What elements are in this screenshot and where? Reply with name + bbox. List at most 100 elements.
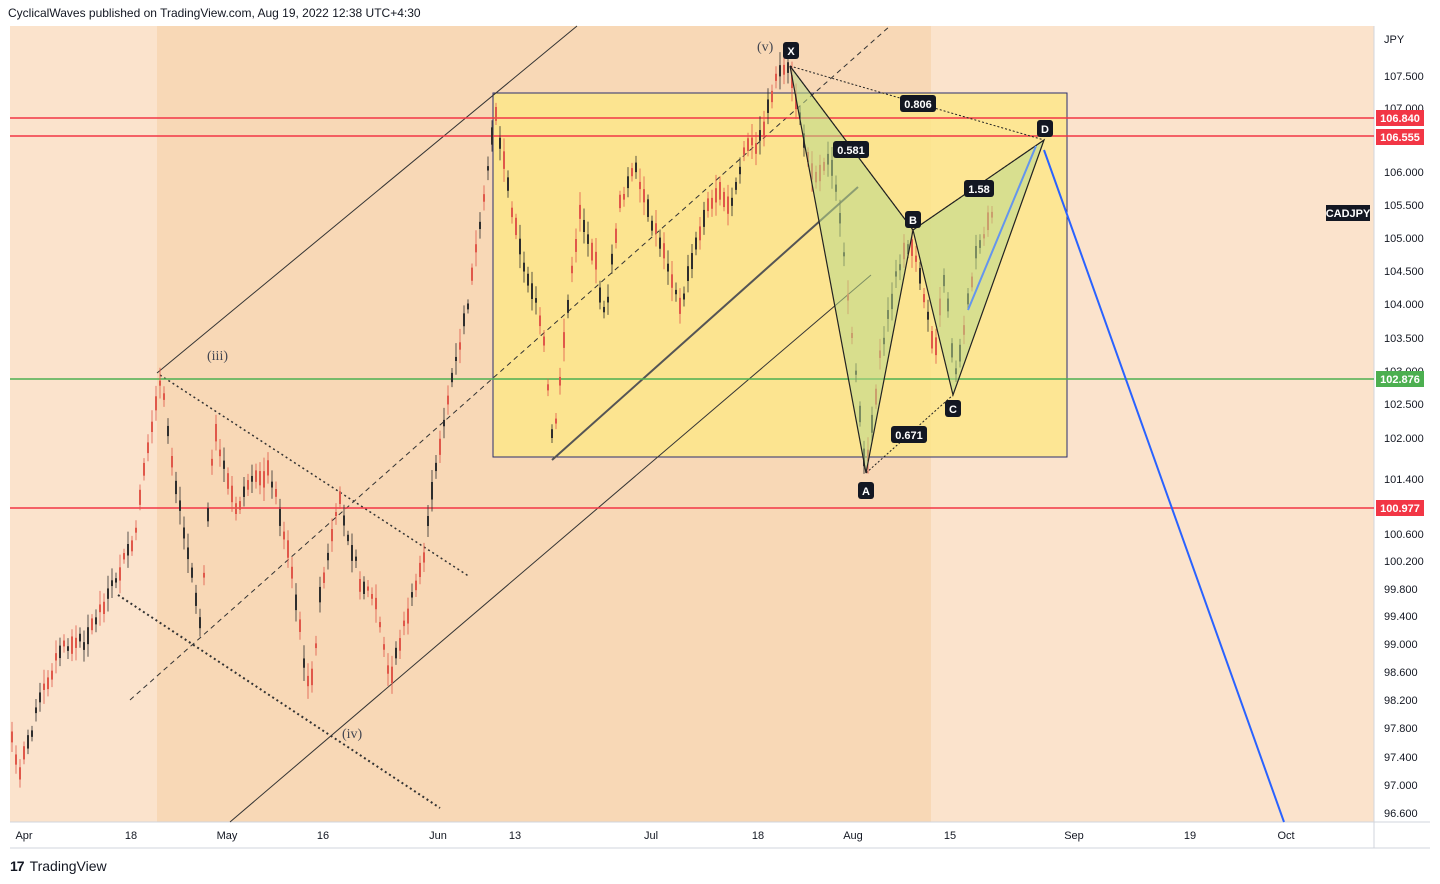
candle-body-49 (207, 508, 209, 522)
projection-up-line[interactable] (967, 145, 1037, 311)
candle-body-229 (927, 311, 929, 320)
candle-body-97 (399, 638, 401, 651)
candle-body-19 (87, 627, 89, 645)
channel-upper-line[interactable] (156, 25, 578, 374)
time-tick-8: Aug (843, 830, 863, 842)
candle-body-83 (343, 515, 345, 526)
svg-text:106.840: 106.840 (1380, 113, 1420, 125)
price-axis-panel (1374, 26, 1430, 822)
candle-body-80 (331, 529, 333, 542)
candle-body-53 (223, 460, 225, 469)
candle-body-153 (623, 193, 625, 200)
candle-body-3 (23, 746, 25, 760)
candle-body-73 (303, 658, 305, 668)
candle-body-50 (211, 458, 213, 466)
candle-body-136 (555, 418, 557, 424)
candle-body-71 (295, 594, 297, 611)
candle-body-75 (311, 668, 313, 686)
candle-body-150 (611, 253, 613, 265)
candle-body-78 (323, 572, 325, 583)
time-tick-5: 13 (509, 830, 521, 842)
box-trend-line[interactable] (551, 186, 859, 461)
point-badge-c[interactable]: C (945, 400, 961, 417)
svg-text:102.876: 102.876 (1380, 374, 1420, 386)
point-badge-a[interactable]: A (858, 482, 874, 499)
candle-body-76 (315, 643, 317, 649)
projection-down-line[interactable] (1043, 149, 1285, 823)
price-tick-18: 98.200 (1384, 695, 1418, 707)
point-badge-x[interactable]: X (783, 42, 799, 59)
candle-body-119 (487, 166, 489, 171)
ratio-badge-0671[interactable]: 0.671 (891, 426, 927, 443)
symbol-tag[interactable]: CADJPY (1326, 205, 1371, 221)
ratio-line-bd (912, 139, 1045, 231)
price-tick-13: 100.200 (1384, 556, 1424, 568)
candle-body-152 (619, 194, 621, 209)
ratio-badge-0806[interactable]: 0.806 (900, 95, 936, 112)
candle-body-114 (467, 303, 469, 310)
candle-body-86 (355, 556, 357, 561)
candle-body-26 (115, 578, 117, 583)
candle-body-36 (155, 396, 157, 411)
candle-body-41 (175, 480, 177, 495)
channel-lower-line[interactable] (229, 274, 872, 823)
candle-body-55 (231, 485, 233, 503)
candle-body-167 (679, 297, 681, 314)
point-badge-d[interactable]: D (1037, 120, 1053, 137)
candle-body-65 (271, 481, 273, 488)
ratio-badge-0581[interactable]: 0.581 (833, 141, 869, 158)
price-tag-102876: 102.876 (1376, 371, 1424, 387)
candle-body-121 (495, 106, 497, 121)
candle-body-172 (699, 226, 701, 241)
candle-body-231 (935, 337, 937, 356)
svg-text:A: A (862, 486, 870, 498)
candle-body-123 (503, 151, 505, 169)
price-tick-15: 99.400 (1384, 611, 1418, 623)
time-tick-2: May (217, 830, 238, 842)
candle-body-128 (523, 262, 525, 272)
candle-body-124 (507, 177, 509, 191)
time-tick-11: 19 (1184, 830, 1196, 842)
candle-body-69 (287, 540, 289, 558)
channel-mid-line[interactable] (129, 25, 891, 701)
candle-body-137 (559, 376, 561, 386)
point-badge-b[interactable]: B (905, 211, 921, 228)
footer: 17 TradingView (10, 858, 107, 874)
candle-body-60 (251, 475, 253, 482)
time-tick-0: Apr (15, 830, 32, 842)
svg-text:100.977: 100.977 (1380, 503, 1420, 515)
candle-body-164 (667, 263, 669, 272)
candle-body-38 (163, 393, 165, 400)
price-tick-6: 104.000 (1384, 299, 1424, 311)
candle-body-190 (771, 90, 773, 103)
candle-body-148 (603, 306, 605, 313)
candle-body-61 (255, 470, 257, 482)
candle-body-160 (651, 220, 653, 231)
wedge-lower-line[interactable] (117, 594, 441, 809)
candle-body-4 (27, 735, 29, 749)
candle-body-37 (159, 380, 161, 386)
price-tag-100977: 100.977 (1376, 500, 1424, 516)
candle-body-14 (67, 646, 69, 651)
candle-body-62 (259, 471, 261, 486)
candle-body-91 (375, 597, 377, 610)
candle-body-31 (135, 527, 137, 533)
candle-body-226 (915, 255, 917, 262)
ratio-badge-158[interactable]: 1.58 (964, 180, 994, 197)
svg-text:X: X (787, 46, 795, 58)
candle-body-32 (139, 489, 141, 505)
candle-body-169 (687, 266, 689, 282)
candle-body-179 (727, 196, 729, 214)
candle-body-225 (911, 239, 913, 256)
candle-body-54 (227, 473, 229, 489)
price-tick-10: 102.000 (1384, 433, 1424, 445)
candle-body-47 (199, 617, 201, 629)
candle-body-194 (787, 62, 789, 73)
price-tick-16: 99.000 (1384, 639, 1418, 651)
candle-body-131 (535, 298, 537, 303)
wedge-upper-line[interactable] (159, 374, 471, 578)
candle-body-48 (203, 572, 205, 578)
time-tick-9: 15 (944, 830, 956, 842)
svg-text:C: C (949, 404, 957, 416)
